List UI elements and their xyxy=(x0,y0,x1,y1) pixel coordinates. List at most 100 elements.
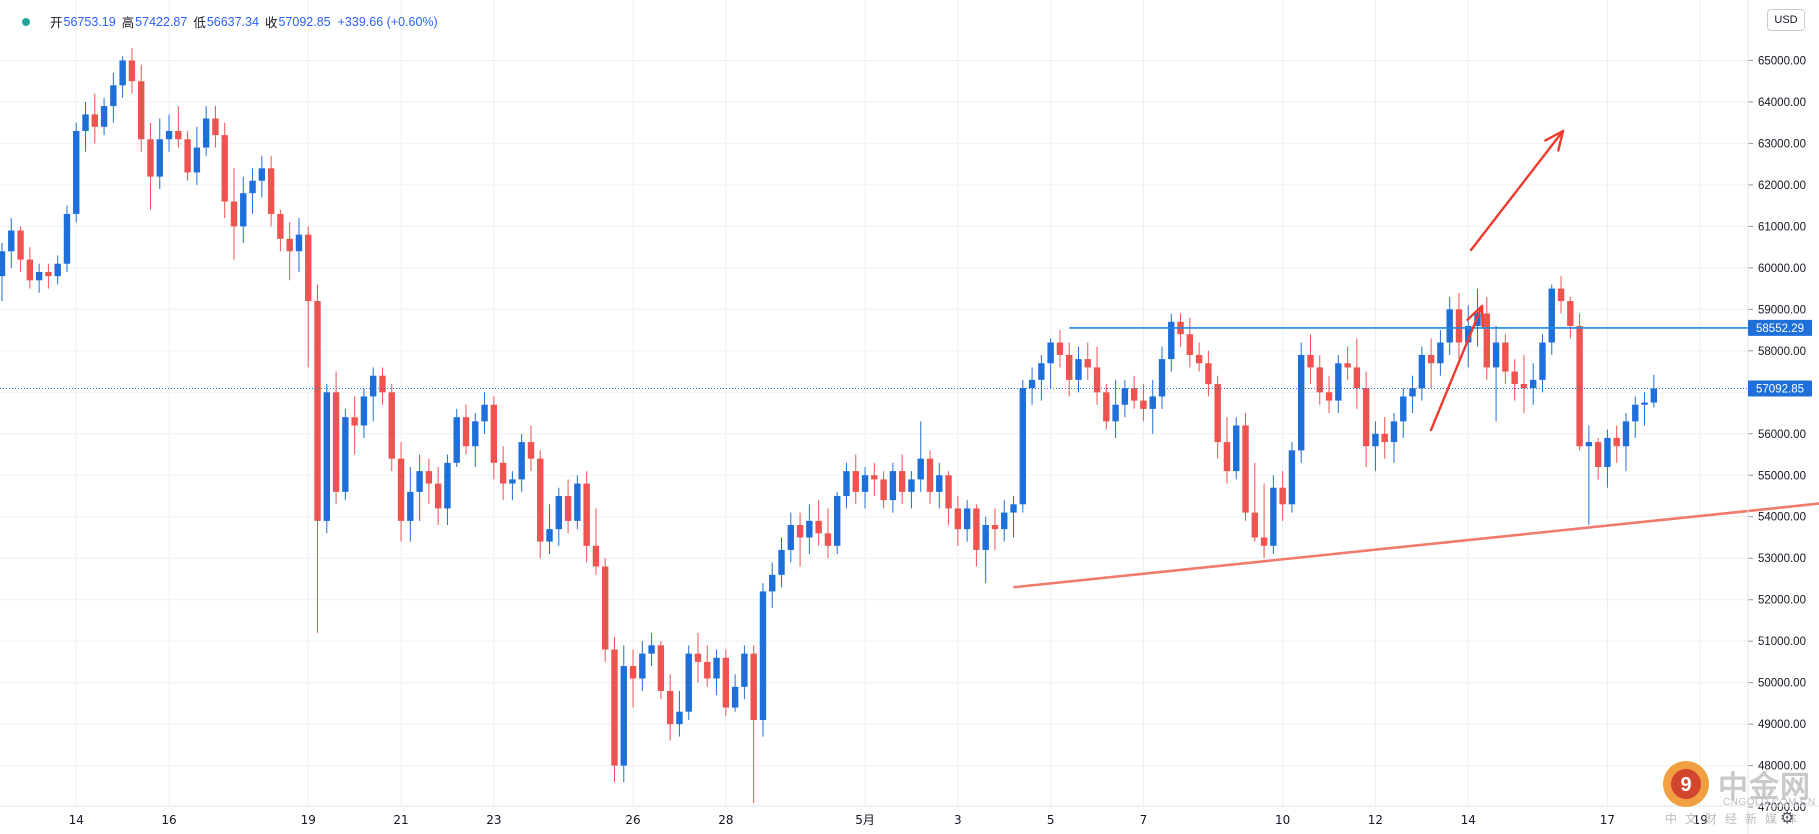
candle-body xyxy=(1149,396,1156,409)
candle-body xyxy=(1650,388,1658,403)
time-tick-label: 19 xyxy=(301,813,316,827)
candle-body xyxy=(1075,359,1082,380)
candle xyxy=(611,637,618,783)
settings-gear-icon[interactable]: ⚙ xyxy=(1780,810,1795,827)
candle-body xyxy=(861,475,869,492)
candle-body xyxy=(1214,384,1221,443)
time-tick-label: 3 xyxy=(954,813,962,827)
candle xyxy=(676,690,683,737)
status-dot-icon xyxy=(22,17,30,26)
candle-body xyxy=(1298,354,1305,451)
candle-body xyxy=(527,442,535,459)
candle-body xyxy=(1233,425,1240,472)
candle-body xyxy=(342,417,349,492)
candle-body xyxy=(54,263,61,277)
candle xyxy=(1233,417,1240,480)
candle-body xyxy=(1001,512,1008,530)
candle xyxy=(908,471,915,509)
candle-body xyxy=(1251,512,1258,538)
candle xyxy=(1168,313,1175,372)
candle xyxy=(1539,334,1546,393)
candle xyxy=(1530,363,1537,405)
candle-body xyxy=(462,417,470,447)
candle xyxy=(778,537,785,588)
candle-body xyxy=(694,653,702,662)
price-tick-label: 47000.00 xyxy=(1758,802,1806,814)
candle-body xyxy=(193,147,201,173)
arrow-up-short[interactable] xyxy=(1429,304,1484,432)
candle xyxy=(165,114,173,152)
candle-body xyxy=(1140,400,1147,409)
time-axis[interactable]: 14 16 19 21 23 26 28 5月 3 5 7 10 12 14 17 19 xyxy=(0,805,1819,827)
candle-body xyxy=(1520,384,1528,389)
drawings-layer xyxy=(0,129,1819,589)
candle-body xyxy=(397,458,405,521)
candle-body xyxy=(1353,367,1361,389)
candle-body xyxy=(759,591,767,720)
candle-body xyxy=(871,475,878,480)
candle-body xyxy=(611,649,618,766)
candle xyxy=(1001,500,1008,542)
candle xyxy=(82,101,89,152)
candle xyxy=(202,106,210,156)
candle xyxy=(620,645,627,783)
candle-body xyxy=(1260,537,1268,546)
price-axis[interactable]: 65000.00 64000.00 63000.00 62000.00 61000.00… xyxy=(1747,0,1812,834)
candle xyxy=(694,632,702,683)
candle xyxy=(787,512,794,563)
candle xyxy=(1010,496,1017,538)
candle xyxy=(1604,429,1611,488)
price-tick-label: 55000.00 xyxy=(1758,470,1806,482)
candle xyxy=(1140,384,1147,422)
candle xyxy=(602,558,609,662)
candle-body xyxy=(1446,309,1453,343)
candle xyxy=(184,130,191,181)
resistance-price-tag-label: 58552.29 xyxy=(1756,323,1804,335)
candle-body xyxy=(1121,388,1129,405)
candle-body xyxy=(388,392,395,459)
time-tick-label: 5 xyxy=(1047,813,1055,827)
candle xyxy=(527,425,535,472)
candle xyxy=(462,404,470,455)
candle xyxy=(156,118,163,190)
close-value: 57092.85 xyxy=(278,14,331,29)
time-tick-label: 28 xyxy=(718,813,733,827)
price-tick-label: 64000.00 xyxy=(1758,97,1806,109)
time-tick-label: 16 xyxy=(161,813,176,827)
resistance-price-tag: 58552.29 xyxy=(1748,319,1812,336)
candle-body xyxy=(147,139,154,177)
candle xyxy=(1298,342,1305,463)
candle xyxy=(0,242,6,302)
candle xyxy=(1511,359,1518,401)
candle xyxy=(91,93,98,144)
candle xyxy=(230,168,238,260)
candle-body xyxy=(1483,313,1490,368)
watermark-url: CNGOLD.COM.CN xyxy=(1723,797,1816,808)
support-trendline[interactable] xyxy=(1013,492,1819,589)
candle xyxy=(1381,417,1388,459)
currency-button[interactable]: USD xyxy=(1767,9,1805,31)
watermark-name: 中金网 xyxy=(1718,770,1811,805)
candle-body xyxy=(1511,371,1518,385)
candle-body xyxy=(249,180,256,194)
candle-body xyxy=(175,130,182,140)
candle xyxy=(286,222,293,281)
candle xyxy=(147,122,154,210)
candle xyxy=(1335,354,1342,414)
candle-body xyxy=(824,533,832,546)
candle-body xyxy=(796,525,804,538)
candle xyxy=(499,446,507,501)
candle-body xyxy=(73,130,80,214)
candle xyxy=(351,396,358,455)
candle xyxy=(1270,475,1277,555)
candle xyxy=(1344,346,1351,380)
arrow-head xyxy=(1544,129,1565,152)
candle-body xyxy=(648,645,655,654)
candle-body xyxy=(991,525,999,530)
candle xyxy=(1400,388,1407,438)
candle xyxy=(666,674,674,741)
arrow-up-long[interactable] xyxy=(1469,129,1565,252)
candle xyxy=(370,367,377,422)
candle xyxy=(267,155,275,227)
